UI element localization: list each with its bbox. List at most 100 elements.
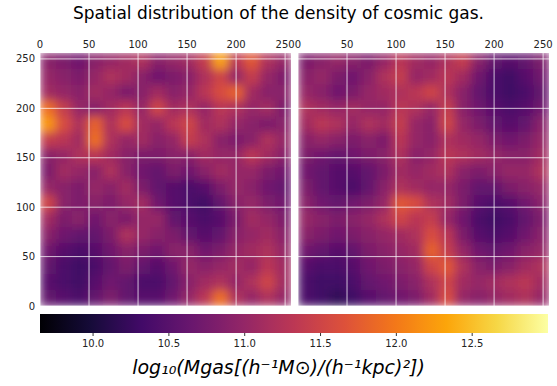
cell bbox=[197, 164, 213, 180]
grid-line bbox=[298, 58, 549, 59]
cell bbox=[361, 211, 377, 227]
cell bbox=[71, 132, 87, 148]
cell bbox=[376, 164, 392, 180]
cell bbox=[166, 195, 182, 211]
cell bbox=[213, 227, 229, 243]
cell bbox=[329, 180, 345, 196]
cell bbox=[471, 116, 487, 132]
grid-line bbox=[298, 207, 549, 208]
cell bbox=[392, 290, 408, 306]
cell bbox=[502, 148, 518, 164]
cell bbox=[118, 227, 134, 243]
cell bbox=[329, 148, 345, 164]
cell bbox=[260, 148, 276, 164]
cell bbox=[260, 116, 276, 132]
cell bbox=[533, 69, 549, 85]
cell bbox=[361, 53, 377, 69]
cell bbox=[134, 164, 150, 180]
cell bbox=[424, 164, 440, 180]
grid-line bbox=[40, 157, 291, 158]
cell bbox=[275, 69, 291, 85]
cell bbox=[40, 274, 56, 290]
cell bbox=[424, 85, 440, 101]
cell bbox=[471, 53, 487, 69]
grid-line bbox=[445, 53, 446, 306]
cell bbox=[40, 164, 56, 180]
cell bbox=[376, 274, 392, 290]
cell bbox=[424, 259, 440, 275]
cell bbox=[424, 227, 440, 243]
y-tick-label: 200 bbox=[16, 103, 35, 114]
cell bbox=[408, 195, 424, 211]
cell bbox=[260, 69, 276, 85]
cell bbox=[197, 85, 213, 101]
cell bbox=[329, 195, 345, 211]
cell bbox=[134, 148, 150, 164]
cell bbox=[298, 290, 314, 306]
cell bbox=[134, 53, 150, 69]
cell bbox=[471, 69, 487, 85]
y-tick-label: 150 bbox=[16, 152, 35, 163]
colorbar-tick bbox=[93, 333, 94, 336]
cell bbox=[329, 274, 345, 290]
cell bbox=[166, 148, 182, 164]
cell bbox=[118, 274, 134, 290]
cell bbox=[275, 195, 291, 211]
cell bbox=[197, 227, 213, 243]
cell bbox=[471, 195, 487, 211]
cell bbox=[298, 180, 314, 196]
grid-line bbox=[40, 207, 291, 208]
cell bbox=[376, 180, 392, 196]
cell bbox=[71, 211, 87, 227]
cell bbox=[213, 148, 229, 164]
grid-line bbox=[40, 256, 291, 257]
cell bbox=[439, 290, 455, 306]
cell bbox=[134, 85, 150, 101]
cell bbox=[518, 132, 534, 148]
cell bbox=[392, 227, 408, 243]
cell bbox=[408, 290, 424, 306]
cell bbox=[298, 53, 314, 69]
cell bbox=[314, 211, 330, 227]
cell bbox=[71, 195, 87, 211]
cell bbox=[134, 180, 150, 196]
cell bbox=[424, 274, 440, 290]
cell bbox=[166, 211, 182, 227]
cell bbox=[181, 227, 197, 243]
cell bbox=[213, 290, 229, 306]
cell bbox=[244, 259, 260, 275]
cell bbox=[260, 132, 276, 148]
cell bbox=[181, 211, 197, 227]
cell bbox=[533, 259, 549, 275]
cell bbox=[244, 227, 260, 243]
cell bbox=[424, 53, 440, 69]
cell bbox=[424, 116, 440, 132]
grid-line bbox=[40, 53, 41, 306]
cell bbox=[502, 132, 518, 148]
cell bbox=[361, 290, 377, 306]
cell bbox=[56, 274, 72, 290]
cell bbox=[424, 180, 440, 196]
cell bbox=[502, 211, 518, 227]
cell bbox=[40, 227, 56, 243]
figure: Spatial distribution of the density of c… bbox=[0, 0, 557, 386]
cell bbox=[118, 211, 134, 227]
cell bbox=[197, 195, 213, 211]
grid-line bbox=[543, 53, 544, 306]
cell bbox=[71, 274, 87, 290]
cell bbox=[533, 195, 549, 211]
cell bbox=[376, 195, 392, 211]
cell bbox=[134, 116, 150, 132]
cell bbox=[197, 53, 213, 69]
cell bbox=[118, 148, 134, 164]
x-tick-label: 0 bbox=[295, 39, 301, 50]
cell bbox=[103, 227, 119, 243]
x-tick-label: 250 bbox=[534, 39, 553, 50]
cell bbox=[166, 274, 182, 290]
cell bbox=[150, 290, 166, 306]
cell bbox=[518, 259, 534, 275]
cell bbox=[502, 53, 518, 69]
cell bbox=[260, 164, 276, 180]
cell bbox=[439, 53, 455, 69]
grid-line bbox=[40, 306, 291, 307]
